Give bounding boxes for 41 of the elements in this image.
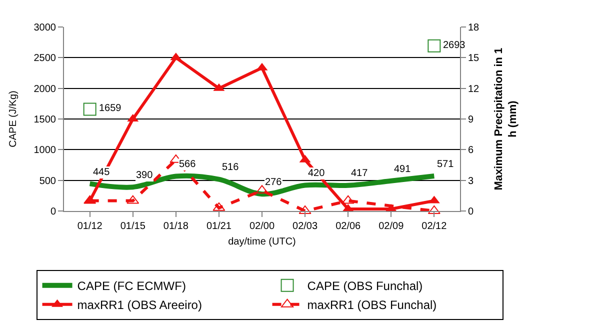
data-label: 1659 — [99, 103, 122, 114]
y2-tick-label: 15 — [468, 53, 480, 64]
legend-label: CAPE (FC ECMWF) — [77, 279, 186, 294]
y2-tick-label: 12 — [468, 84, 480, 95]
x-axis-title: day/time (UTC) — [228, 236, 296, 248]
data-label: 417 — [351, 168, 368, 179]
y-tick-label: 2000 — [34, 84, 56, 95]
x-tick-label: 01/21 — [206, 221, 232, 232]
data-label: 276 — [265, 177, 282, 188]
x-tick-label: 02/03 — [292, 221, 318, 232]
x-tick-label: 02/06 — [336, 221, 362, 232]
x-tick-label: 02/00 — [249, 221, 275, 232]
y-tick-label: 3000 — [34, 22, 56, 34]
data-label: 516 — [222, 162, 240, 173]
y2-tick-label: 9 — [468, 114, 474, 126]
y2-tick-label: 3 — [468, 176, 474, 187]
y2-tick-label: 6 — [468, 145, 474, 156]
x-tick-label: 02/12 — [422, 221, 448, 232]
data-label: 566 — [179, 159, 196, 170]
legend-label: maxRR1 (OBS Areeiro) — [77, 298, 202, 312]
y-tick-label: 1000 — [34, 145, 56, 156]
y2-axis-title: Maximum Precipitation in 1 h (mm) — [492, 48, 520, 190]
data-label: 2693 — [443, 40, 466, 51]
data-label: 420 — [308, 168, 326, 179]
x-tick-label: 01/15 — [120, 221, 146, 232]
y-tick-label: 2500 — [34, 53, 56, 64]
x-tick-label: 01/12 — [77, 221, 103, 232]
y-tick-label: 0 — [50, 206, 56, 218]
data-label: 445 — [93, 167, 110, 178]
x-tick-label: 02/09 — [378, 221, 404, 232]
y-axis-title: CAPE (J/Kg) — [8, 90, 19, 148]
data-label: 491 — [394, 164, 412, 175]
x-tick-label: 01/18 — [163, 221, 189, 232]
y-tick-label: 500 — [39, 176, 56, 187]
legend-label: CAPE (OBS Funchal) — [307, 279, 423, 294]
data-label: 390 — [136, 170, 154, 181]
legend-label: maxRR1 (OBS Funchal) — [307, 298, 437, 312]
y2-tick-label: 0 — [468, 206, 474, 218]
y2-tick-label: 18 — [468, 22, 480, 34]
data-label: 571 — [437, 159, 454, 170]
y-tick-label: 1500 — [34, 114, 56, 126]
